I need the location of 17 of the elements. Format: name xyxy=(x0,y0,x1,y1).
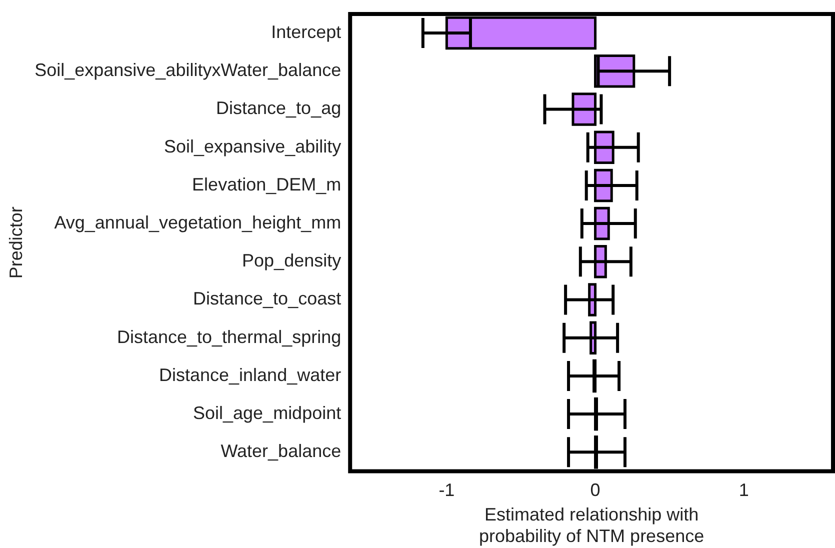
y-tick-label: Distance_to_coast xyxy=(193,288,342,309)
y-axis-title: Predictor xyxy=(6,206,26,279)
y-tick-label: Distance_to_ag xyxy=(216,98,342,118)
y-tick-label: Intercept xyxy=(271,22,342,42)
y-tick-label: Soil_expansive_abilityxWater_balance xyxy=(34,60,342,80)
y-tick-label: Water_balance xyxy=(220,441,342,462)
y-tick-label: Avg_annual_vegetation_height_mm xyxy=(54,212,342,233)
x-tick-label: -1 xyxy=(438,480,455,500)
y-tick-label: Distance_inland_water xyxy=(159,364,342,385)
y-tick-label: Soil_age_midpoint xyxy=(193,403,342,424)
x-tick-label: 0 xyxy=(590,480,600,500)
x-axis-title: Estimated relationship with probability of NTM presence xyxy=(479,504,704,546)
y-tick-label: Pop_density xyxy=(242,250,342,271)
x-tick-label: 1 xyxy=(738,480,749,500)
y-tick-label: Soil_expansive_ability xyxy=(164,136,342,156)
y-tick-label: Distance_to_thermal_spring xyxy=(116,326,342,347)
y-tick-label: Elevation_DEM_m xyxy=(192,174,342,194)
